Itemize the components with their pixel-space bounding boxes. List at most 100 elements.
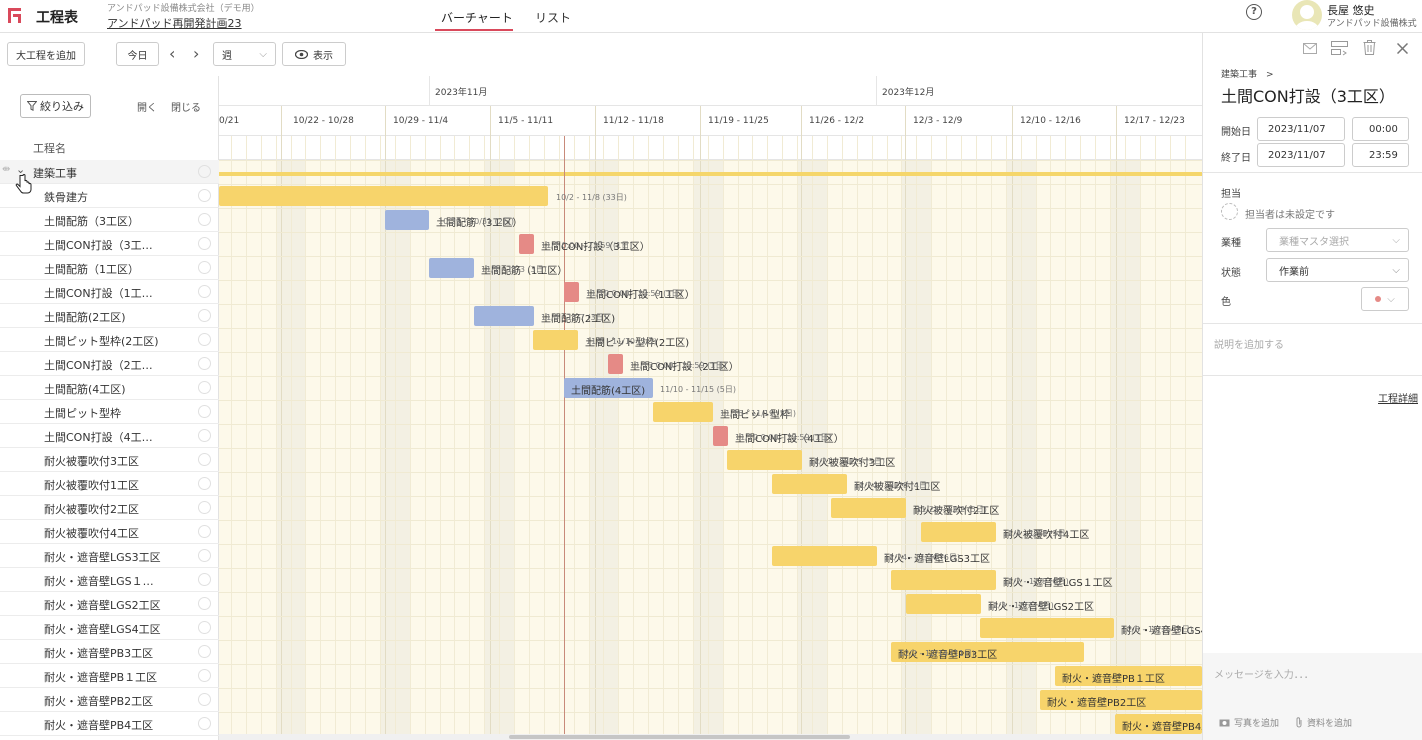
- collapse-all-link[interactable]: 閉じる: [171, 103, 201, 114]
- gantt-bar[interactable]: [385, 210, 429, 230]
- gantt-bar[interactable]: [727, 450, 802, 470]
- help-icon[interactable]: ?: [1246, 4, 1262, 20]
- process-details-link[interactable]: 工程詳細: [1378, 394, 1418, 405]
- group-summary-bar[interactable]: [219, 172, 1202, 176]
- task-row[interactable]: 耐火・遮音壁LGS１…: [0, 568, 219, 592]
- gantt-bar[interactable]: [772, 546, 877, 566]
- gantt-bar[interactable]: [891, 570, 996, 590]
- gantt-bar[interactable]: [1040, 690, 1202, 710]
- drag-handle-icon[interactable]: ⇼: [2, 164, 11, 175]
- task-row[interactable]: 耐火・遮音壁PB１工区: [0, 664, 219, 688]
- status-circle-icon[interactable]: [198, 165, 211, 178]
- task-row[interactable]: 土間配筋(4工区): [0, 376, 219, 400]
- status-circle-icon[interactable]: [198, 309, 211, 322]
- status-circle-icon[interactable]: [198, 261, 211, 274]
- close-icon[interactable]: [1397, 43, 1408, 54]
- task-row[interactable]: 耐火被覆吹付4工区: [0, 520, 219, 544]
- status-circle-icon[interactable]: [198, 237, 211, 250]
- task-row[interactable]: 土間CON打設（2工…: [0, 352, 219, 376]
- expand-all-link[interactable]: 開く: [137, 103, 157, 114]
- gantt-bar[interactable]: [429, 258, 474, 278]
- status-circle-icon[interactable]: [198, 477, 211, 490]
- gantt-bar[interactable]: [1115, 714, 1202, 734]
- task-row[interactable]: 耐火・遮音壁LGS3工区: [0, 544, 219, 568]
- task-row[interactable]: 土間ピット型枠: [0, 400, 219, 424]
- status-circle-icon[interactable]: [198, 381, 211, 394]
- add-major-process-button[interactable]: 大工程を追加: [7, 42, 85, 66]
- assignee-value[interactable]: 担当者は未設定です: [1245, 210, 1335, 221]
- status-circle-icon[interactable]: [198, 333, 211, 346]
- task-row[interactable]: 土間配筋(2工区): [0, 304, 219, 328]
- task-row[interactable]: 耐火・遮音壁LGS2工区: [0, 592, 219, 616]
- breadcrumb[interactable]: 建築工事 >: [1221, 70, 1274, 80]
- task-group-row[interactable]: ⇼ ⌄ 建築工事: [0, 160, 219, 184]
- mail-icon[interactable]: [1303, 43, 1317, 54]
- gantt-bar[interactable]: [921, 522, 996, 542]
- end-time-field[interactable]: 23:59: [1352, 143, 1409, 167]
- gantt-bar[interactable]: [831, 498, 906, 518]
- description-input[interactable]: 説明を追加する: [1214, 340, 1284, 351]
- status-circle-icon[interactable]: [198, 429, 211, 442]
- task-row[interactable]: 土間ピット型枠(2工区): [0, 328, 219, 352]
- status-circle-icon[interactable]: [198, 549, 211, 562]
- view-button[interactable]: 表示: [282, 42, 346, 66]
- scale-select[interactable]: 週 ⌵: [213, 42, 276, 66]
- status-circle-icon[interactable]: [198, 645, 211, 658]
- task-row[interactable]: 耐火・遮音壁PB4工区: [0, 712, 219, 736]
- next-arrow-icon[interactable]: ›: [193, 44, 200, 63]
- task-row[interactable]: 土間配筋（3工区）: [0, 208, 219, 232]
- gantt-bar[interactable]: [980, 618, 1114, 638]
- gantt-bar[interactable]: [772, 474, 847, 494]
- gantt-bar[interactable]: [906, 594, 981, 614]
- task-row[interactable]: 土間CON打設（3工…: [0, 232, 219, 256]
- gantt-bar[interactable]: [1055, 666, 1202, 686]
- task-row[interactable]: 土間CON打設（4工…: [0, 424, 219, 448]
- task-row[interactable]: 土間配筋（1工区）: [0, 256, 219, 280]
- tab-list[interactable]: リスト: [535, 11, 572, 25]
- gantt-bar[interactable]: [608, 354, 623, 374]
- status-circle-icon[interactable]: [198, 669, 211, 682]
- task-row[interactable]: 耐火被覆吹付1工区: [0, 472, 219, 496]
- trade-select[interactable]: 業種マスタ選択 ⌵: [1266, 228, 1409, 252]
- gantt-bar[interactable]: [891, 642, 1084, 662]
- task-row[interactable]: 耐火・遮音壁PB3工区: [0, 640, 219, 664]
- status-circle-icon[interactable]: [198, 573, 211, 586]
- filter-button[interactable]: 絞り込み: [20, 94, 91, 118]
- status-circle-icon[interactable]: [198, 693, 211, 706]
- prev-arrow-icon[interactable]: ‹: [169, 44, 176, 63]
- gantt-bar[interactable]: [713, 426, 728, 446]
- status-circle-icon[interactable]: [198, 501, 211, 514]
- task-row[interactable]: 鉄骨建方: [0, 184, 219, 208]
- status-circle-icon[interactable]: [198, 621, 211, 634]
- task-row[interactable]: 耐火・遮音壁PB2工区: [0, 688, 219, 712]
- status-circle-icon[interactable]: [198, 357, 211, 370]
- task-row[interactable]: 土間CON打設（1工…: [0, 280, 219, 304]
- project-name[interactable]: アンドパッド再開発計画23: [107, 17, 242, 30]
- trash-icon[interactable]: [1363, 40, 1376, 55]
- assignee-avatar-placeholder[interactable]: [1221, 203, 1238, 220]
- tab-barchart[interactable]: バーチャート: [441, 11, 513, 25]
- today-button[interactable]: 今日: [116, 42, 159, 66]
- gantt-bar[interactable]: [653, 402, 713, 422]
- status-circle-icon[interactable]: [198, 453, 211, 466]
- gantt-grid[interactable]: 2023年11月 2023年12月 0/21 10/22 - 10/28 10/29…: [219, 76, 1202, 740]
- gantt-bar[interactable]: [533, 330, 578, 350]
- task-row[interactable]: 耐火・遮音壁LGS4工区: [0, 616, 219, 640]
- scrollbar-thumb[interactable]: [509, 735, 850, 739]
- gantt-bar[interactable]: [564, 378, 653, 398]
- status-circle-icon[interactable]: [198, 597, 211, 610]
- start-date-field[interactable]: 2023/11/07: [1257, 117, 1345, 141]
- end-date-field[interactable]: 2023/11/07: [1257, 143, 1345, 167]
- task-row[interactable]: 耐火被覆吹付3工区: [0, 448, 219, 472]
- status-circle-icon[interactable]: [198, 213, 211, 226]
- gantt-bar[interactable]: [219, 186, 548, 206]
- status-circle-icon[interactable]: [198, 525, 211, 538]
- gantt-bar[interactable]: [564, 282, 579, 302]
- status-select[interactable]: 作業前 ⌵: [1266, 258, 1409, 282]
- gantt-bar[interactable]: [519, 234, 534, 254]
- split-icon[interactable]: [1331, 41, 1348, 56]
- status-circle-icon[interactable]: [198, 405, 211, 418]
- start-time-field[interactable]: 00:00: [1352, 117, 1409, 141]
- status-circle-icon[interactable]: [198, 189, 211, 202]
- add-file-button[interactable]: 資料を追加: [1295, 716, 1352, 729]
